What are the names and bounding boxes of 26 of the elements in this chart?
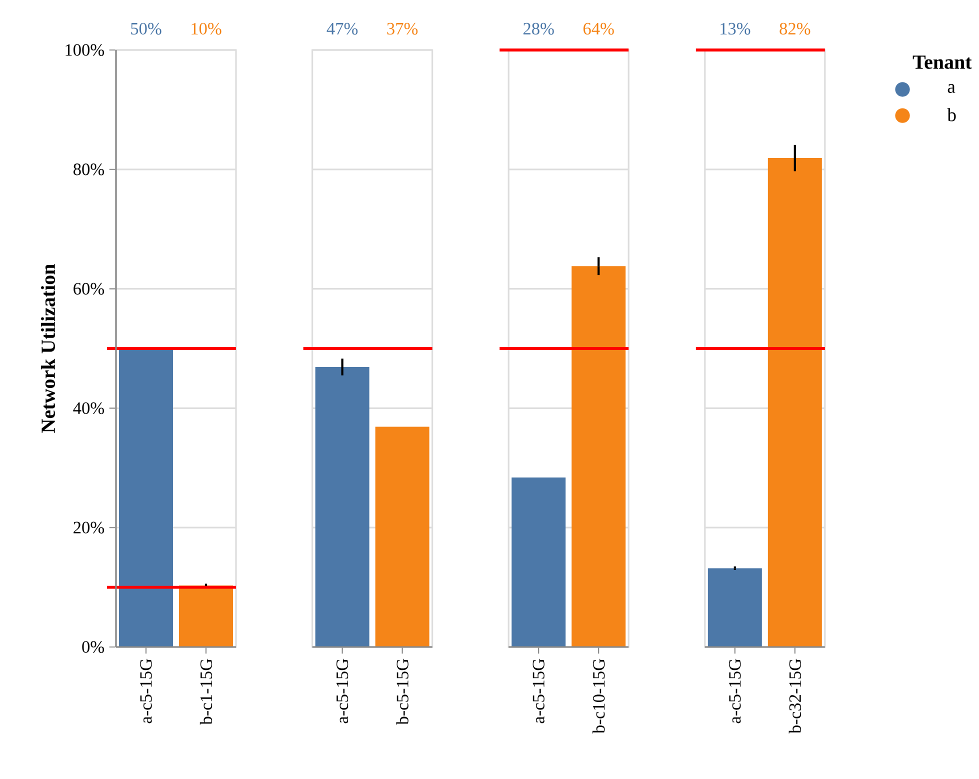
x-tick-label: a-c5-15G bbox=[729, 658, 741, 724]
x-tick-label: b-c10-15G bbox=[592, 658, 605, 734]
x-tick-label: b-c5-15G bbox=[396, 658, 408, 725]
y-tick-label: 80% bbox=[74, 164, 104, 176]
legend-label: b bbox=[947, 108, 956, 122]
text: 50% bbox=[131, 22, 162, 35]
legend-label: a bbox=[948, 84, 956, 93]
text: 47% bbox=[326, 22, 358, 35]
legend-title: Tenant bbox=[912, 56, 972, 69]
y-tick-label: 60% bbox=[74, 282, 104, 295]
text: 82% bbox=[780, 22, 810, 35]
y-tick-label: 40% bbox=[73, 402, 104, 414]
y-tick-label: 20% bbox=[74, 522, 104, 534]
x-tick-label: a-c5-15G bbox=[532, 658, 544, 724]
x-tick-label: a-c5-15G bbox=[336, 658, 348, 724]
y-tick-label: 100% bbox=[66, 44, 104, 56]
text: 10% bbox=[192, 22, 222, 35]
y-tick-label: 0% bbox=[82, 641, 104, 653]
text: 13% bbox=[720, 22, 750, 35]
x-tick-label: b-c32-15G bbox=[788, 658, 802, 734]
text: 64% bbox=[583, 22, 614, 35]
x-tick-label: b-c1-15G bbox=[200, 658, 212, 725]
text: 28% bbox=[523, 22, 554, 35]
y-axis-title: Network Utilization bbox=[40, 264, 56, 433]
text: 37% bbox=[387, 22, 418, 35]
x-tick-label: a-c5-15G bbox=[140, 658, 152, 724]
